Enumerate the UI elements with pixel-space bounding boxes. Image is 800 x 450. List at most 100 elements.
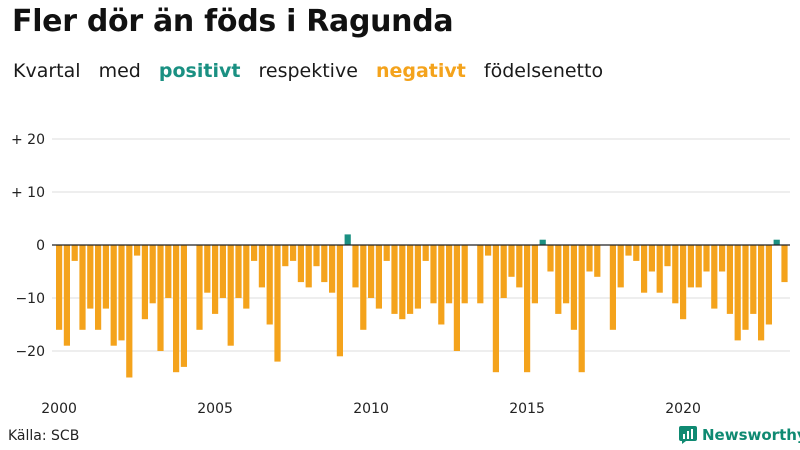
bar-negative: [297, 245, 304, 283]
bar-negative: [781, 245, 788, 283]
bar-negative: [258, 245, 265, 288]
bar-negative: [547, 245, 554, 272]
bars: [56, 234, 788, 378]
bar-negative: [453, 245, 460, 351]
bar-negative: [656, 245, 663, 293]
bar-negative: [438, 245, 445, 325]
bar-negative: [758, 245, 765, 341]
bar-positive: [539, 239, 546, 245]
bar-negative: [360, 245, 367, 330]
bar-negative: [633, 245, 640, 261]
bar-negative: [79, 245, 86, 330]
bar-negative: [664, 245, 671, 267]
newsworthy-logo: Newsworthy: [679, 426, 800, 444]
bar-negative: [352, 245, 359, 288]
bar-negative: [212, 245, 219, 314]
chart-title: Fler dör än föds i Ragunda: [12, 4, 454, 39]
bar-negative: [641, 245, 648, 293]
bar-negative: [586, 245, 593, 272]
x-tick-label: 2015: [509, 401, 545, 417]
bar-negative: [368, 245, 375, 298]
bar-negative: [134, 245, 141, 256]
subtitle-word-med: med: [98, 60, 141, 82]
subtitle-positive-label: positivt: [158, 60, 241, 82]
y-tick-label: 0: [36, 238, 45, 254]
bar-negative: [563, 245, 570, 304]
bar-positive: [344, 234, 351, 245]
bar-negative: [625, 245, 632, 256]
bar-negative: [734, 245, 741, 341]
bar-negative: [687, 245, 694, 288]
bar-negative: [594, 245, 601, 277]
bar-negative: [422, 245, 429, 261]
bar-negative: [141, 245, 148, 320]
bar-negative: [399, 245, 406, 320]
bar-negative: [266, 245, 273, 325]
newsworthy-logo-icon: [679, 426, 697, 444]
bar-negative: [617, 245, 624, 288]
bar-negative: [680, 245, 687, 320]
subtitle-word-kvartal: Kvartal: [13, 60, 81, 82]
bar-negative: [461, 245, 468, 304]
bar-negative: [282, 245, 289, 267]
subtitle-word-fodelsenetto: födelsenetto: [483, 60, 604, 82]
bar-negative: [524, 245, 531, 373]
bar-negative: [719, 245, 726, 272]
bar-negative: [430, 245, 437, 304]
bar-negative: [531, 245, 538, 304]
bar-negative: [516, 245, 523, 288]
bar-negative: [110, 245, 117, 346]
x-tick-label: 2010: [353, 401, 389, 417]
bar-negative: [180, 245, 187, 367]
bar-negative: [765, 245, 772, 325]
bar-negative: [477, 245, 484, 304]
x-axis: 2000 2005 2010 2015 2020: [41, 401, 701, 417]
bar-negative: [703, 245, 710, 272]
bar-positive: [773, 239, 780, 245]
bar-negative: [555, 245, 562, 314]
y-tick-label: + 10: [11, 185, 45, 201]
bar-negative: [321, 245, 328, 283]
bar-negative: [87, 245, 94, 309]
bar-negative: [711, 245, 718, 309]
bar-negative: [118, 245, 125, 341]
bar-negative: [407, 245, 414, 314]
subtitle-negative-label: negativt: [375, 60, 466, 82]
bar-negative: [251, 245, 258, 261]
bar-negative: [204, 245, 211, 293]
bar-negative: [227, 245, 234, 346]
bar-negative: [149, 245, 156, 304]
subtitle-word-respektive: respektive: [258, 60, 358, 82]
y-axis: + 20 + 10 0 −10 −20: [11, 132, 45, 360]
x-tick-label: 2005: [197, 401, 233, 417]
bar-negative: [63, 245, 70, 346]
bar-negative: [329, 245, 336, 293]
y-tick-label: + 20: [11, 132, 45, 148]
bar-negative: [313, 245, 320, 267]
bar-negative: [165, 245, 172, 298]
bar-negative: [570, 245, 577, 330]
bar-negative: [391, 245, 398, 314]
brand-name: Newsworthy: [702, 426, 800, 444]
bar-negative: [492, 245, 499, 373]
bar-negative: [336, 245, 343, 357]
bar-negative: [196, 245, 203, 330]
bar-negative: [500, 245, 507, 298]
bar-negative: [695, 245, 702, 288]
bar-negative: [71, 245, 78, 261]
bar-negative: [219, 245, 226, 298]
bar-negative: [375, 245, 382, 309]
bar-negative: [305, 245, 312, 288]
bar-negative: [578, 245, 585, 373]
bar-negative: [157, 245, 164, 351]
source-note: Källa: SCB: [8, 428, 80, 444]
bar-negative: [648, 245, 655, 272]
bar-negative: [446, 245, 453, 304]
x-tick-label: 2020: [665, 401, 701, 417]
bar-negative: [485, 245, 492, 256]
bar-negative: [274, 245, 281, 362]
y-tick-label: −10: [15, 291, 45, 307]
bar-negative: [173, 245, 180, 373]
bar-negative: [672, 245, 679, 304]
bar-negative: [726, 245, 733, 314]
